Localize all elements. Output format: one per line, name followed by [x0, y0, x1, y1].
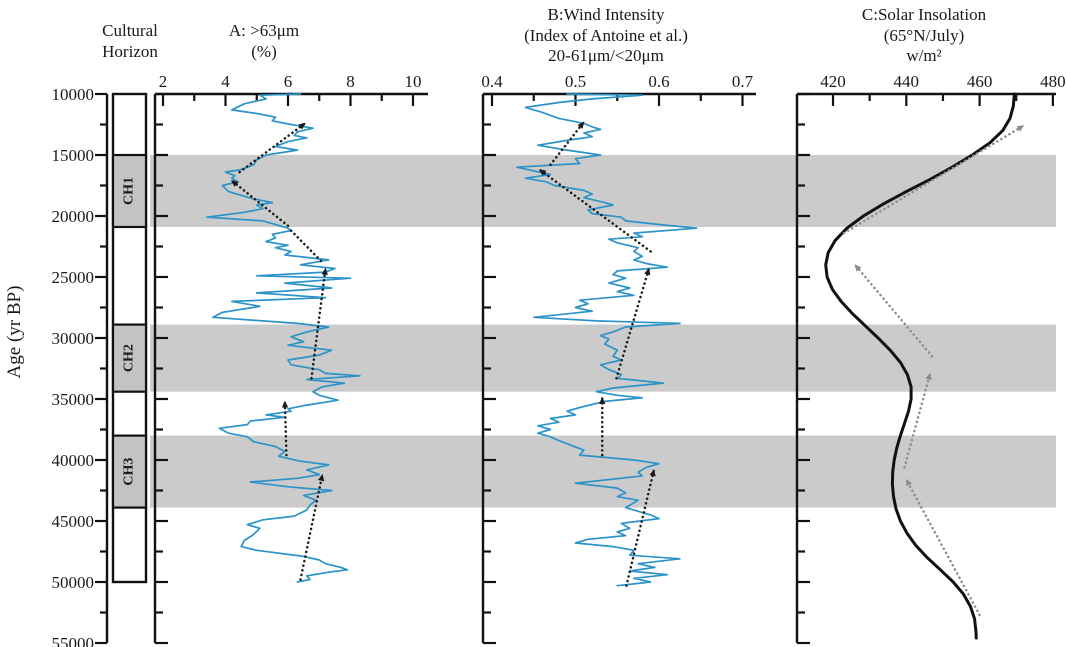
- age-tick-label: 20000: [52, 207, 95, 226]
- panel-A-curve: [205, 93, 361, 583]
- cultural-horizon-box-label: CH1: [122, 177, 137, 205]
- panel-B-tick-label: 0.6: [648, 72, 669, 91]
- cultural-horizon-box: [111, 323, 148, 393]
- panel-A-tick-label: 4: [221, 72, 230, 91]
- trend-arrow: [903, 372, 932, 469]
- highlight-band: [150, 155, 1056, 227]
- axes-layer: [95, 92, 1056, 645]
- panel-B-title: (Index of Antoine et al.): [524, 26, 688, 45]
- trend-arrow: [299, 473, 325, 581]
- panel-C-tick-label: 480: [1040, 72, 1066, 91]
- cultural-horizon-layer: CH1 CH2 CH3: [111, 92, 148, 584]
- trend-arrow: [549, 120, 586, 167]
- age-tick-label: 35000: [52, 390, 95, 409]
- highlight-bands-layer: [150, 155, 1056, 508]
- panel-A-tick-label: 2: [159, 72, 168, 91]
- age-tick-label: 15000: [52, 146, 95, 165]
- cultural-horizon-heading: Horizon: [102, 42, 158, 61]
- panel-C-curve: [824, 92, 1016, 640]
- cultural-horizon-box-label: CH3: [122, 458, 137, 486]
- curves-layer: [205, 92, 1016, 640]
- panel-B-curve: [516, 93, 698, 587]
- age-tick-label: 10000: [52, 85, 95, 104]
- trend-arrow: [625, 468, 656, 587]
- trend-arrow: [281, 400, 289, 457]
- panel-A-title: (%): [251, 42, 276, 61]
- age-tick-label: 55000: [52, 634, 95, 647]
- panel-B-tick-label: 0.5: [565, 72, 586, 91]
- age-tick-label: 25000: [52, 268, 95, 287]
- panel-B-title: B:Wind Intensity: [548, 5, 665, 24]
- trend-arrow: [238, 122, 307, 174]
- cultural-horizon-heading: Cultural: [102, 21, 158, 40]
- panel-A-tick-label: 8: [346, 72, 355, 91]
- panel-C-tick-label: 420: [820, 72, 846, 91]
- trend-arrow: [230, 179, 290, 228]
- cultural-horizon-box: [111, 153, 148, 229]
- age-tick-label: 50000: [52, 573, 95, 592]
- panel-A-tick-label: 6: [284, 72, 293, 91]
- age-tick-label: 40000: [52, 451, 95, 470]
- trend-arrow: [310, 267, 328, 380]
- cultural-horizon-box-label: CH2: [122, 344, 137, 372]
- trend-arrow: [289, 229, 324, 264]
- age-axis-title: Age (yr BP): [4, 286, 25, 379]
- cultural-horizon-box: [111, 434, 148, 509]
- trend-arrow: [842, 124, 1025, 235]
- age-tick-label: 45000: [52, 512, 95, 531]
- trend-arrow: [538, 168, 652, 253]
- trend-arrow: [615, 267, 651, 380]
- panel-A-title: A: >63μm: [229, 21, 299, 40]
- trend-arrow: [853, 263, 934, 358]
- trend-arrows-layer: [230, 120, 1025, 617]
- highlight-band: [150, 435, 1056, 508]
- panel-B-title: 20-61μm/<20μm: [548, 46, 664, 65]
- panel-C-title: C:Solar Insolation: [862, 5, 987, 24]
- panel-A-tick-label: 10: [405, 72, 422, 91]
- panel-B-tick-label: 0.4: [481, 72, 503, 91]
- panel-C-title: w/m²: [906, 46, 941, 65]
- panel-C-tick-label: 460: [967, 72, 993, 91]
- panel-B-tick-label: 0.7: [732, 72, 754, 91]
- panel-C-title: (65°N/July): [884, 26, 964, 45]
- panel-C-tick-label: 440: [894, 72, 920, 91]
- age-tick-label: 30000: [52, 329, 95, 348]
- labels-layer: Cultural Horizon 10000 15000 20000 25000 30000…: [4, 5, 1066, 647]
